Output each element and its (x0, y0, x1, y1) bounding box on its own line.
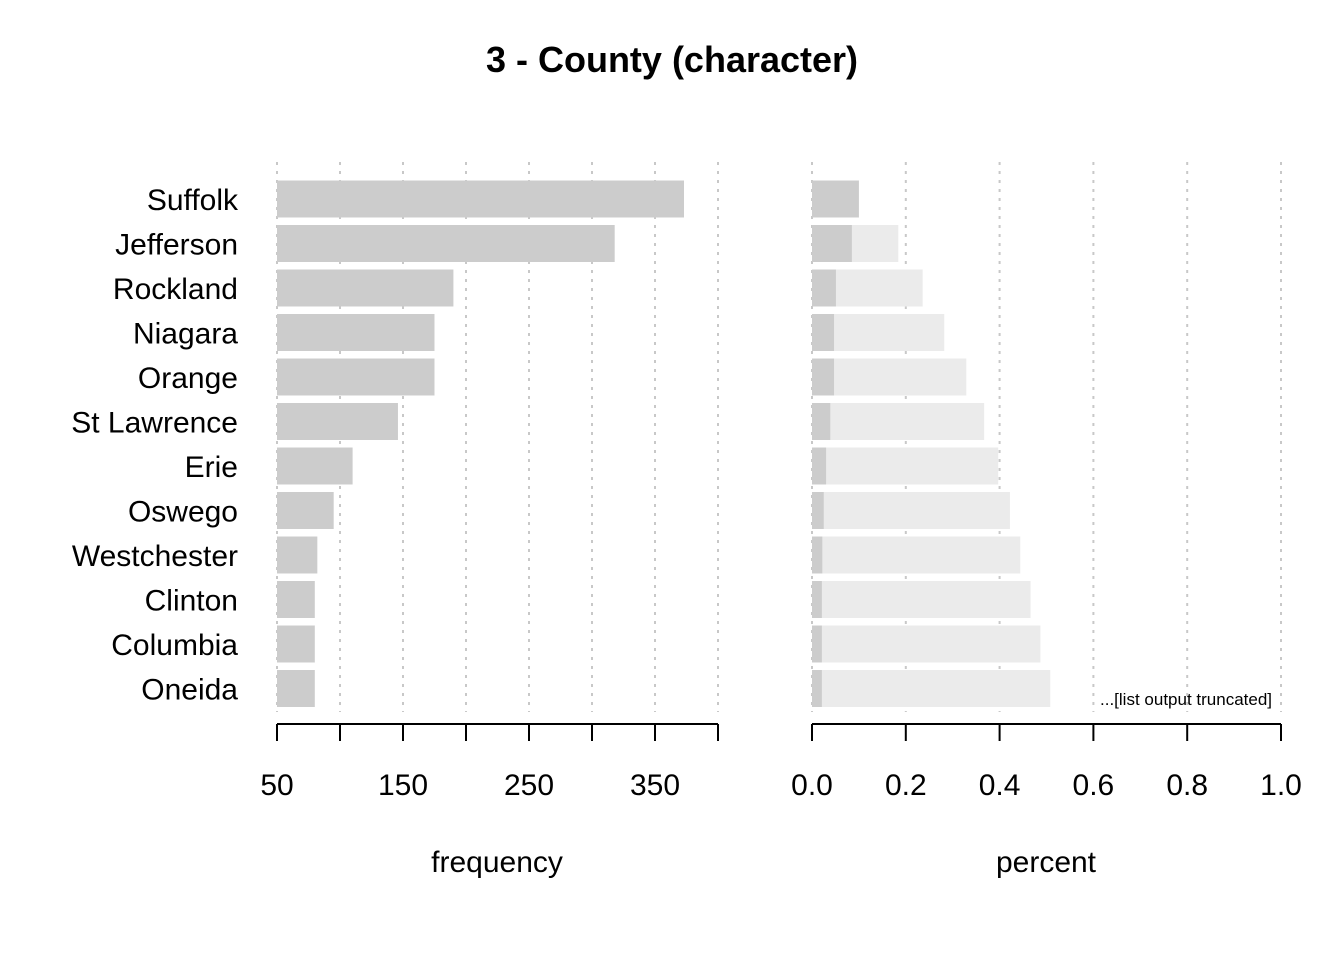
frequency-bar (277, 536, 318, 574)
category-label: Clinton (145, 585, 238, 618)
category-label: Columbia (111, 629, 238, 662)
frequency-bar (277, 225, 615, 262)
percent-bar (812, 536, 823, 574)
frequency-bar (277, 180, 684, 218)
percent-bar (812, 314, 835, 351)
cumulative-bar (812, 447, 999, 485)
category-label: Suffolk (147, 184, 239, 217)
percent-bar (812, 447, 827, 485)
category-label: Rockland (113, 273, 238, 306)
category-label: Oneida (141, 674, 238, 707)
cumulative-bar (812, 492, 1010, 529)
tick-label: 350 (630, 769, 680, 802)
percent-axis-label: percent (996, 846, 1097, 879)
category-label: St Lawrence (71, 407, 238, 440)
percent-bar (812, 358, 835, 396)
cumulative-bar (812, 536, 1021, 574)
category-label: Oswego (128, 496, 238, 529)
percent-bar (812, 269, 836, 307)
percent-bar (812, 492, 824, 529)
frequency-bar (277, 492, 334, 529)
category-label: Westchester (72, 540, 238, 573)
frequency-panel: 50 150 250 350 (260, 162, 719, 802)
truncation-note: ...[list output truncated] (1100, 690, 1272, 709)
category-label: Orange (138, 362, 238, 395)
frequency-bar (277, 269, 454, 307)
frequency-bar (277, 581, 315, 618)
category-label: Jefferson (115, 229, 238, 262)
percent-bar (812, 625, 822, 663)
cumulative-bar (812, 670, 1051, 707)
cumulative-bar (812, 403, 985, 440)
frequency-axis-label: frequency (431, 846, 563, 879)
percent-bar (812, 225, 852, 262)
chart-title: 3 - County (character) (486, 39, 858, 80)
percent-panel: 0.0 0.2 0.4 0.6 0.8 1.0 (791, 162, 1302, 802)
frequency-bar (277, 314, 435, 351)
frequency-bar (277, 625, 315, 663)
tick-label: 0.6 (1073, 769, 1115, 802)
tick-label: 250 (504, 769, 554, 802)
tick-label: 0.2 (885, 769, 927, 802)
cumulative-bar (812, 581, 1031, 618)
tick-label: 0.0 (791, 769, 833, 802)
tick-label: 1.0 (1260, 769, 1302, 802)
cumulative-bar (812, 358, 967, 396)
percent-bar (812, 403, 831, 440)
percent-bar (812, 581, 822, 618)
category-label: Niagara (133, 318, 238, 351)
tick-label: 0.8 (1166, 769, 1208, 802)
tick-label: 0.4 (979, 769, 1021, 802)
frequency-bar (277, 358, 435, 396)
frequency-bar (277, 447, 353, 485)
percent-bar (812, 670, 822, 707)
tick-label: 150 (378, 769, 428, 802)
frequency-bar (277, 670, 315, 707)
category-label: Erie (185, 451, 238, 484)
category-labels: Suffolk Jefferson Rockland Niagara Orange St … (71, 184, 239, 707)
frequency-bar (277, 403, 398, 440)
cumulative-bar (812, 625, 1041, 663)
percent-bar (812, 180, 859, 218)
tick-label: 50 (260, 769, 293, 802)
